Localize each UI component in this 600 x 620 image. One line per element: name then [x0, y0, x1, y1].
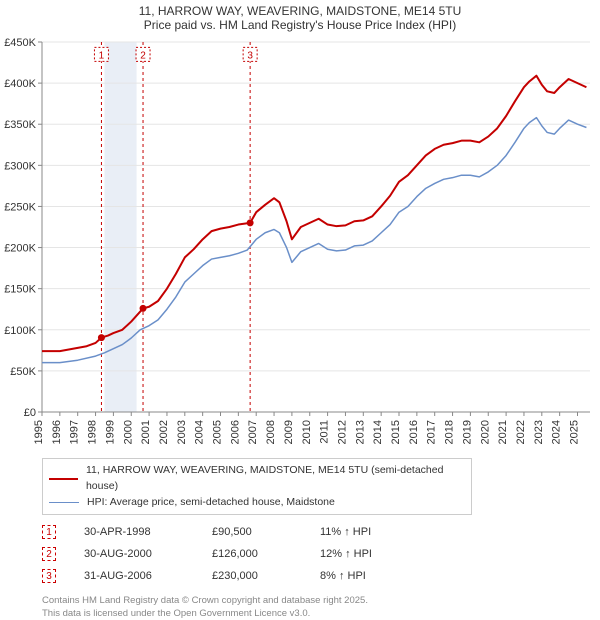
svg-text:2022: 2022: [515, 420, 527, 444]
sale-pct: 8% ↑ HPI: [320, 570, 410, 582]
svg-text:2010: 2010: [301, 420, 313, 444]
svg-text:2005: 2005: [212, 420, 224, 444]
svg-text:£350K: £350K: [4, 119, 36, 131]
svg-text:£100K: £100K: [4, 325, 36, 337]
sale-marker-icon: 3: [42, 569, 56, 583]
legend-row: 11, HARROW WAY, WEAVERING, MAIDSTONE, ME…: [49, 463, 465, 495]
table-row: 3 31-AUG-2006 £230,000 8% ↑ HPI: [42, 565, 600, 587]
svg-text:£400K: £400K: [4, 78, 36, 90]
svg-text:£150K: £150K: [4, 284, 36, 296]
sale-pct: 11% ↑ HPI: [320, 526, 410, 538]
svg-text:2023: 2023: [533, 420, 545, 444]
svg-text:1998: 1998: [87, 420, 99, 444]
svg-text:2018: 2018: [444, 420, 456, 444]
svg-text:2: 2: [140, 50, 146, 61]
svg-text:2024: 2024: [551, 420, 563, 444]
svg-text:3: 3: [247, 50, 253, 61]
svg-text:2016: 2016: [408, 420, 420, 444]
svg-text:1996: 1996: [51, 420, 63, 444]
svg-text:2015: 2015: [390, 420, 402, 444]
sale-date: 30-AUG-2000: [84, 548, 184, 560]
svg-text:2019: 2019: [461, 420, 473, 444]
sale-marker-icon: 2: [42, 547, 56, 561]
table-row: 1 30-APR-1998 £90,500 11% ↑ HPI: [42, 521, 600, 543]
legend-swatch-hpi: [49, 502, 79, 503]
svg-text:2007: 2007: [247, 420, 259, 444]
legend: 11, HARROW WAY, WEAVERING, MAIDSTONE, ME…: [42, 458, 472, 515]
svg-text:2002: 2002: [158, 420, 170, 444]
svg-text:1995: 1995: [33, 420, 45, 444]
svg-text:2020: 2020: [479, 420, 491, 444]
sale-pct: 12% ↑ HPI: [320, 548, 410, 560]
svg-text:1999: 1999: [104, 420, 116, 444]
sale-date: 31-AUG-2006: [84, 570, 184, 582]
svg-text:£0: £0: [24, 407, 36, 419]
svg-text:£250K: £250K: [4, 201, 36, 213]
legend-label: 11, HARROW WAY, WEAVERING, MAIDSTONE, ME…: [86, 463, 465, 495]
line-chart-svg: £0 £50K £100K £150K £200K £250K £300K £350K £400…: [0, 32, 600, 452]
svg-text:2017: 2017: [426, 420, 438, 444]
legend-row: HPI: Average price, semi-detached house,…: [49, 495, 465, 511]
table-row: 2 30-AUG-2000 £126,000 12% ↑ HPI: [42, 543, 600, 565]
footer-line: This data is licensed under the Open Gov…: [42, 608, 600, 620]
svg-text:£450K: £450K: [4, 37, 36, 49]
svg-text:2004: 2004: [194, 420, 206, 444]
svg-text:2001: 2001: [140, 420, 152, 444]
title-address: 11, HARROW WAY, WEAVERING, MAIDSTONE, ME…: [0, 4, 600, 18]
svg-text:2021: 2021: [497, 420, 509, 444]
legend-swatch-property: [49, 478, 78, 480]
sale-price: £230,000: [212, 570, 292, 582]
svg-text:2025: 2025: [569, 420, 581, 444]
svg-text:1997: 1997: [69, 420, 81, 444]
svg-text:2009: 2009: [283, 420, 295, 444]
title-subtitle: Price paid vs. HM Land Registry's House …: [0, 18, 600, 32]
footer-line: Contains HM Land Registry data © Crown c…: [42, 595, 600, 607]
svg-text:1: 1: [99, 50, 105, 61]
svg-text:2006: 2006: [229, 420, 241, 444]
svg-text:2014: 2014: [372, 420, 384, 444]
sales-table: 1 30-APR-1998 £90,500 11% ↑ HPI 2 30-AUG…: [42, 521, 600, 587]
svg-text:2013: 2013: [354, 420, 366, 444]
svg-text:2011: 2011: [319, 420, 331, 444]
sale-marker-icon: 1: [42, 525, 56, 539]
svg-text:2003: 2003: [176, 420, 188, 444]
sale-price: £90,500: [212, 526, 292, 538]
sale-date: 30-APR-1998: [84, 526, 184, 538]
chart-area: £0 £50K £100K £150K £200K £250K £300K £350K £400…: [0, 32, 600, 452]
svg-text:2012: 2012: [336, 420, 348, 444]
svg-text:£200K: £200K: [4, 243, 36, 255]
sale-price: £126,000: [212, 548, 292, 560]
chart-titles: 11, HARROW WAY, WEAVERING, MAIDSTONE, ME…: [0, 0, 600, 32]
svg-text:£50K: £50K: [10, 366, 36, 378]
legend-label: HPI: Average price, semi-detached house,…: [87, 495, 335, 511]
svg-text:2008: 2008: [265, 420, 277, 444]
footer-attribution: Contains HM Land Registry data © Crown c…: [42, 595, 600, 620]
svg-text:2000: 2000: [122, 420, 134, 444]
svg-text:£300K: £300K: [4, 160, 36, 172]
